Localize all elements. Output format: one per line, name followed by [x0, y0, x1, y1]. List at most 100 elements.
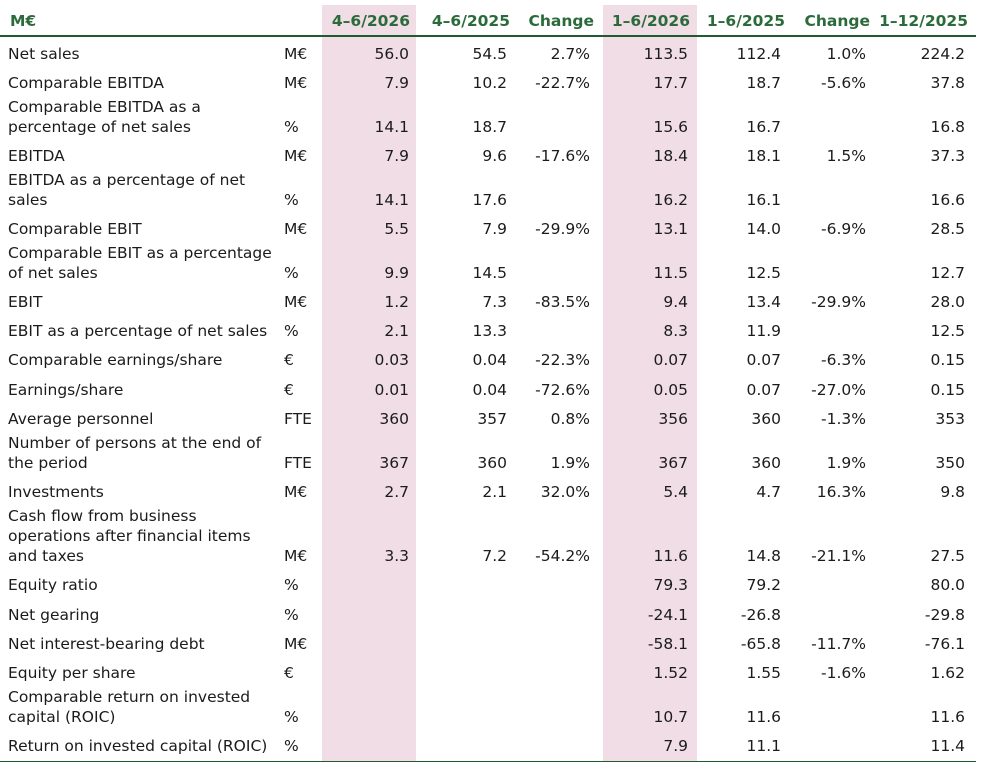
cell-q2-2025: 7.3 [482, 293, 507, 311]
cell-fy-2025: 27.5 [930, 547, 965, 565]
table-row: Comparable EBIT as a percentage of net s… [0, 0, 981, 283]
cell-q2-2025: 14.5 [472, 264, 507, 282]
table-row: Earnings/share €0.01 0.04 -72.6% 0.05 0.07 -27… [8, 381, 965, 399]
table-row: EBITDA as a percentage of net sales% 14.1… [0, 0, 981, 210]
cell-h1-2025: 11.9 [746, 322, 781, 340]
cell-h1-change: 16.3% [816, 483, 866, 501]
cell-h1-2025: 16.7 [746, 118, 781, 136]
cell-h1-change: -1.3% [821, 410, 866, 428]
cell-q2-2025: 7.2 [482, 547, 507, 565]
row-label: Investments [8, 483, 104, 501]
row-label: Equity ratio [8, 576, 98, 594]
table-row: Investments M€ 2.7 2.1 32.0% 5.4 4.7 16.3% 9.8 [8, 483, 965, 501]
cell-h1-2026: 17.7 [653, 74, 688, 92]
row-label: Cash flow from business operations after… [8, 507, 251, 565]
cell-q2-change: -29.9% [535, 220, 590, 238]
cell-fy-2025: 353 [935, 410, 965, 428]
cell-q2-change: -17.6% [535, 147, 590, 165]
header-col-q2-2025: 4–6/2025 [431, 12, 510, 30]
row-label: EBITDA [8, 147, 65, 165]
cell-q2-2026: 14.1 [374, 118, 409, 136]
row-label: Return on invested capital (ROIC) [8, 737, 268, 755]
table-row: Cash flow from business operations after… [8, 507, 965, 565]
cell-q2-2025: 2.1 [482, 483, 507, 501]
cell-h1-2025: 16.1 [746, 191, 781, 209]
cell-h1-change: -27.0% [811, 381, 866, 399]
row-label: Comparable EBIT as a percentage of net s… [8, 244, 272, 282]
cell-q2-2026: 2.7 [384, 483, 409, 501]
row-unit: % [284, 606, 299, 624]
cell-h1-2026: 11.5 [653, 264, 688, 282]
row-unit: M€ [284, 635, 308, 653]
cell-q2-change: 0.8% [550, 410, 590, 428]
header-col-h1-change: Change [804, 12, 870, 30]
row-label: Equity per share [8, 664, 136, 682]
cell-h1-2026: -58.1 [647, 635, 688, 653]
cell-q2-2026: 7.9 [384, 74, 409, 92]
row-label: Comparable EBITDA [8, 74, 164, 92]
cell-h1-2025: 360 [751, 410, 781, 428]
cell-fy-2025: 9.8 [940, 483, 965, 501]
row-unit: M€ [284, 220, 308, 238]
table-row: Net interest-bearing debt M€ -58.1 -65.8 -11… [8, 635, 965, 653]
cell-q2-2026: 2.1 [384, 322, 409, 340]
row-unit: % [284, 191, 299, 209]
cell-h1-change: -11.7% [811, 635, 866, 653]
cell-q2-2026: 3.3 [384, 547, 409, 565]
cell-h1-change: -6.9% [821, 220, 866, 238]
cell-h1-2026: 113.5 [643, 45, 688, 63]
table-row: Number of persons at the end of the peri… [8, 434, 965, 472]
cell-q2-2026: 5.5 [384, 220, 409, 238]
header-col-q2-2026: 4–6/2026 [331, 12, 410, 30]
cell-h1-change: 1.0% [826, 45, 866, 63]
cell-q2-change: 32.0% [540, 483, 590, 501]
cell-q2-change: -22.7% [535, 74, 590, 92]
table-bottom-rule [0, 761, 976, 762]
table-row: Comparable earnings/share €0.03 0.04 -22.3%… [0, 0, 981, 370]
cell-q2-2025: 18.7 [472, 118, 507, 136]
cell-q2-2026: 14.1 [374, 191, 409, 209]
row-unit: M€ [284, 547, 308, 565]
cell-h1-2025: 112.4 [736, 45, 781, 63]
cell-h1-2026: 5.4 [663, 483, 688, 501]
table-row: Equity per share €1.52 1.55 -1.6% 1.62 [8, 664, 965, 682]
cell-q2-2026: 0.01 [374, 381, 409, 399]
cell-q2-2025: 0.04 [472, 351, 507, 369]
table-row: Equity ratio% 79.3 79.2 80.0 [8, 576, 965, 594]
row-unit: € [284, 664, 294, 682]
cell-fy-2025: -29.8 [924, 606, 965, 624]
cell-q2-2025: 10.2 [472, 74, 507, 92]
row-label: Net interest-bearing debt [8, 635, 205, 653]
table-row: Net sales M€ 56.0 54.5 2.7% 113.5 112.4 1.0% 224… [0, 0, 981, 64]
cell-q2-2026: 367 [379, 454, 409, 472]
cell-fy-2025: 12.7 [930, 264, 965, 282]
row-unit: % [284, 118, 299, 136]
cell-h1-2026: 8.3 [663, 322, 688, 340]
cell-h1-2026: 1.52 [653, 664, 688, 682]
header-col-h1-2025: 1–6/2025 [706, 12, 785, 30]
cell-h1-2026: 11.6 [653, 547, 688, 565]
cell-h1-2025: 14.8 [746, 547, 781, 565]
cell-q2-change: 2.7% [550, 45, 590, 63]
table-row: Average personnel FTE 360 357 0.8% 356 360 -1.3… [8, 410, 965, 428]
row-unit: M€ [284, 147, 308, 165]
cell-h1-2025: 18.7 [746, 74, 781, 92]
cell-h1-2026: 13.1 [653, 220, 688, 238]
row-label: Average personnel [8, 410, 154, 428]
cell-fy-2025: 37.3 [930, 147, 965, 165]
row-unit: FTE [284, 454, 312, 472]
cell-h1-2026: 15.6 [653, 118, 688, 136]
header-col-h1-2026: 1–6/2026 [611, 12, 690, 30]
highlight-column-q2-2026 [322, 5, 416, 761]
cell-h1-2025: 79.2 [746, 576, 781, 594]
cell-h1-2026: 356 [658, 410, 688, 428]
row-label: Comparable EBIT [8, 220, 142, 238]
row-unit: M€ [284, 45, 308, 63]
row-label: EBITDA as a percentage of net sales [8, 171, 246, 209]
cell-h1-2025: 0.07 [746, 381, 781, 399]
header-col-fy-2025: 1–12/2025 [879, 12, 968, 30]
cell-h1-2026: 9.4 [663, 293, 688, 311]
cell-h1-2026: 16.2 [653, 191, 688, 209]
cell-q2-2025: 0.04 [472, 381, 507, 399]
